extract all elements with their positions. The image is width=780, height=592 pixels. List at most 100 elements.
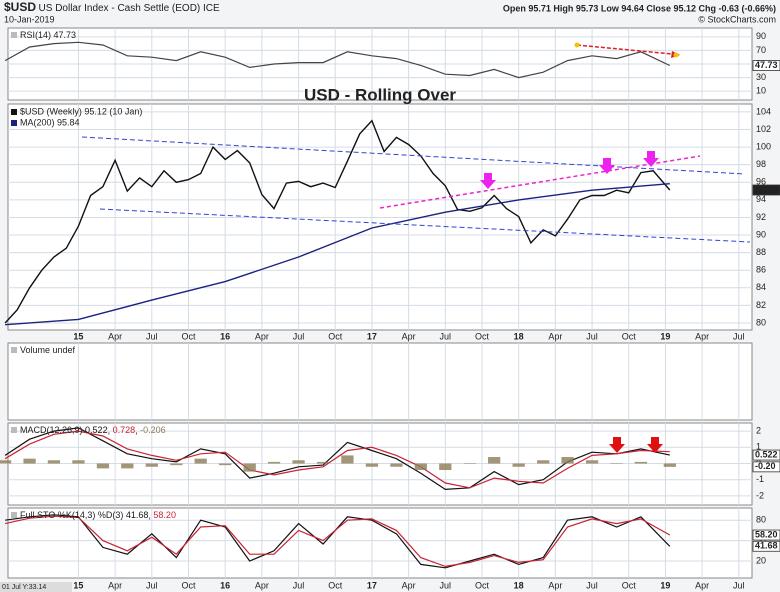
histogram-bar [267, 461, 281, 464]
series-line [4, 41, 671, 79]
legend-text: Volume undef [20, 345, 76, 355]
histogram-bar [414, 463, 427, 470]
x-tick-label: Oct [181, 331, 196, 341]
arrow [599, 158, 615, 174]
series-line [4, 515, 671, 568]
value-badge-label: 41.68 [755, 541, 778, 551]
y-tick-label: 96 [756, 177, 766, 187]
y-tick-label: 90 [756, 31, 766, 41]
histogram-bar [72, 460, 85, 464]
histogram-bar [219, 463, 232, 466]
value-badge-label: -0.20 [755, 461, 776, 471]
histogram-bar [463, 463, 476, 465]
y-tick-label: 86 [756, 265, 766, 275]
x-tick-label: Apr [108, 580, 122, 590]
legend: MACD(12,26,9) 0.522, 0.728, -0.206 [20, 425, 166, 435]
x-tick-label: Apr [402, 331, 416, 341]
arrow [609, 437, 625, 453]
value-badge [752, 184, 780, 196]
series-line [5, 183, 670, 326]
legend-swatch [11, 120, 17, 126]
x-tick-label: Jul [440, 580, 452, 590]
panel [7, 342, 753, 421]
y-tick-label: 82 [756, 300, 766, 310]
x-tick-label: Apr [255, 331, 269, 341]
x-tick-label: Apr [548, 580, 562, 590]
x-tick-label: 18 [514, 331, 524, 341]
marker [574, 42, 580, 48]
y-tick-label: 30 [756, 72, 766, 82]
x-tick-label: 15 [73, 580, 83, 590]
value-badge-label: 47.73 [755, 60, 778, 70]
symbol-name: US Dollar Index - Cash Settle (EOD) ICE [39, 3, 220, 14]
x-tick-label: Oct [181, 580, 196, 590]
legend-value: -0.206 [140, 425, 166, 435]
x-tick-label: 19 [660, 580, 670, 590]
legend-value: 0.728 [113, 425, 136, 435]
panel [7, 507, 753, 579]
x-tick-label: 16 [220, 331, 230, 341]
y-tick-label: 104 [756, 106, 771, 116]
y-tick-label: 84 [756, 282, 766, 292]
y-tick-label: 88 [756, 247, 766, 257]
histogram-bar [390, 463, 403, 467]
legend-text: MACD(12,26,9) [20, 425, 83, 435]
legend-icon [11, 512, 17, 518]
x-tick-label: Oct [328, 331, 343, 341]
trendline [379, 155, 701, 209]
legend: Volume undef [20, 345, 76, 355]
y-tick-label: 98 [756, 159, 766, 169]
value-badge-label: 58.20 [755, 529, 778, 539]
x-tick-label: 15 [73, 331, 83, 341]
arrow [480, 173, 496, 189]
histogram-bar [512, 463, 525, 467]
y-tick-label: -1 [756, 474, 764, 484]
y-tick-label: 90 [756, 229, 766, 239]
x-tick-label: Apr [255, 580, 269, 590]
x-tick-label: Oct [475, 331, 490, 341]
legend-text: RSI(14) 47.73 [20, 30, 76, 40]
legend-entry: MA(200) 95.84 [20, 117, 80, 127]
x-tick-label: Jul [586, 331, 598, 341]
histogram-bar [292, 460, 305, 464]
symbol: $USD [4, 0, 36, 14]
histogram-bar [634, 461, 648, 464]
histogram-bar [365, 463, 379, 467]
y-tick-label: 10 [756, 86, 766, 96]
panels: 1030507090RSI(14) 47.7347.73808284868890… [0, 27, 780, 590]
legend-entry: $USD (Weekly) 95.12 (10 Jan) [20, 106, 142, 116]
x-tick-label: Jul [586, 580, 598, 590]
chart-title: USD - Rolling Over [304, 85, 456, 104]
x-tick-label: Apr [695, 331, 709, 341]
histogram-bar [96, 463, 110, 469]
legend-text: Full STO %K(14,3) %D(3) [20, 510, 123, 520]
value-badge-label: 95.12 [755, 184, 778, 194]
histogram-bar [121, 463, 134, 469]
series-line [4, 430, 670, 489]
x-tick-label: 19 [660, 331, 670, 341]
x-tick-label: 17 [367, 580, 377, 590]
histogram-bar [537, 460, 550, 464]
y-tick-label: 70 [756, 45, 766, 55]
x-tick-label: Oct [622, 580, 637, 590]
arrow [647, 437, 663, 453]
trendline [81, 136, 746, 175]
histogram-bar [663, 463, 676, 467]
y-tick-label: 80 [756, 317, 766, 327]
value-badge [752, 461, 780, 473]
x-tick-label: 18 [514, 580, 524, 590]
histogram-bar [439, 463, 452, 470]
legend-icon [11, 32, 17, 38]
y-tick-label: 92 [756, 212, 766, 222]
arrow [643, 151, 659, 167]
histogram-bar [47, 460, 61, 464]
y-tick-label: 2 [756, 425, 761, 435]
marker [673, 52, 679, 58]
legend-value: 41.68 [126, 510, 149, 520]
trendline [99, 208, 751, 243]
x-tick-label: 17 [367, 331, 377, 341]
series-line [4, 427, 670, 491]
histogram-bar [561, 457, 574, 464]
y-tick-label: 100 [756, 141, 771, 151]
